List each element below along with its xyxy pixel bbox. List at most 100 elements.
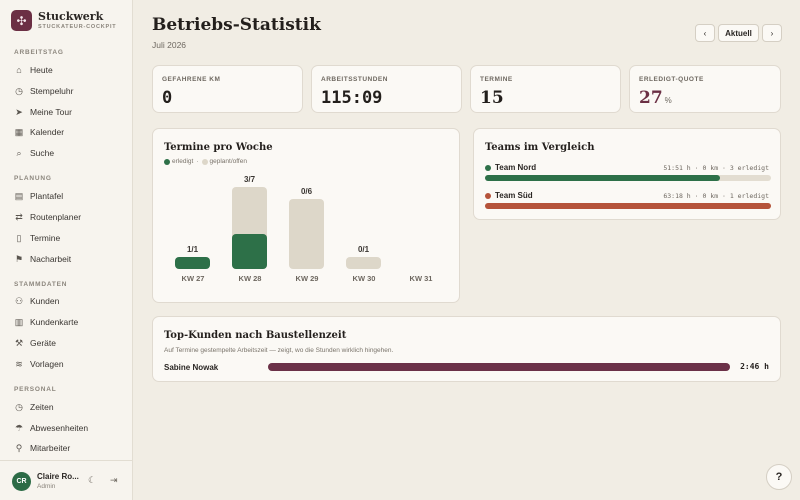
chart-legend: erledigt · geplant/offen (164, 158, 247, 165)
sidebar-item-meine-tour[interactable]: ➤ Meine Tour (14, 105, 72, 119)
legend-dot-done (164, 158, 170, 165)
customer-progress-fill (268, 363, 730, 371)
prev-month-button[interactable]: ‹ (695, 24, 715, 42)
bar-value-label: 1/1 (186, 245, 199, 255)
sidebar-item-label: Suche (30, 148, 55, 158)
moon-icon[interactable]: ☾ (88, 475, 97, 485)
stat-label: ARBEITSSTUNDEN (321, 76, 388, 83)
sidebar-item-label: Meine Tour (30, 107, 72, 117)
stat-card-quota: ERLEDIGT-QUOTE 27% (629, 65, 781, 113)
sidebar-item-nacharbeit[interactable]: ⚑ Nacharbeit (14, 252, 71, 266)
brand[interactable]: ✣ Stuckwerk STUCKATEUR-COCKPIT (11, 10, 116, 31)
sidebar-item-vorlagen[interactable]: ≋ Vorlagen (14, 357, 64, 371)
layers-icon: ≋ (15, 358, 23, 369)
sidebar-item-kalender[interactable]: ▦ Kalender (14, 125, 64, 139)
bar-category-label: KW 27 (181, 274, 205, 283)
team-name: Team Süd (485, 191, 533, 200)
top-customers-title: Top-Kunden nach Baustellenzeit (164, 330, 347, 341)
stat-label: GEFAHRENE KM (162, 76, 221, 83)
sidebar-item-termine[interactable]: ▯ Termine (14, 231, 61, 245)
team-meta: 63:18 h · 0 km · 1 erledigt (663, 192, 769, 200)
avatar[interactable]: CR (12, 472, 31, 491)
team-progress-track (485, 175, 771, 181)
chevron-left-icon: ‹ (703, 28, 707, 38)
sidebar-item-stempeluhr[interactable]: ◷ Stempeluhr (14, 84, 73, 98)
help-button[interactable]: ? (766, 464, 792, 490)
nav-section-planung: PLANUNG (14, 175, 52, 182)
bar-planned (175, 257, 210, 269)
clock-icon: ◷ (15, 401, 23, 412)
team-progress-track (485, 203, 771, 209)
bar-done (232, 233, 267, 269)
users-icon: ⚇ (14, 295, 24, 306)
flag-icon: ⚑ (14, 253, 24, 264)
bar-category-label: KW 28 (238, 274, 262, 283)
teams-card: Teams im Vergleich Team Nord 51:51 h · 0… (473, 128, 781, 220)
sidebar-item-kunden[interactable]: ⚇ Kunden (14, 294, 59, 308)
clock-icon: ◷ (15, 85, 23, 96)
sidebar: ✣ Stuckwerk STUCKATEUR-COCKPIT ARBEITSTA… (0, 0, 133, 500)
sidebar-item-kundenkarte[interactable]: ▥ Kundenkarte (14, 315, 78, 329)
customer-progress-track (268, 363, 730, 371)
logout-icon[interactable]: ⇥ (110, 475, 118, 485)
stat-label: ERLEDIGT-QUOTE (639, 76, 704, 83)
stat-card-hours: ARBEITSSTUNDEN 115:09 (311, 65, 462, 113)
legend-done: erledigt (172, 158, 194, 165)
home-icon: ⌂ (16, 65, 22, 75)
sidebar-item-zeiten[interactable]: ◷ Zeiten (14, 400, 54, 414)
stat-value: 0 (162, 88, 173, 108)
bar-planned (289, 198, 324, 269)
top-customers-card: Top-Kunden nach Baustellenzeit Auf Termi… (152, 316, 781, 382)
nav-section-stammdaten: STAMMDATEN (14, 281, 68, 288)
legend-separator: · (196, 158, 199, 165)
sidebar-item-mitarbeiter[interactable]: ⚲ Mitarbeiter (14, 441, 70, 455)
brand-subtitle: STUCKATEUR-COCKPIT (38, 23, 117, 30)
stat-label: TERMINE (480, 76, 513, 83)
hammer-icon: ⚒ (14, 337, 24, 348)
sidebar-item-plantafel[interactable]: ▤ Plantafel (14, 189, 63, 203)
bar-category-label: KW 31 (409, 274, 433, 283)
sidebar-item-label: Zeiten (30, 402, 54, 412)
stat-value: 15 (480, 88, 504, 108)
team-meta: 51:51 h · 0 km · 3 erledigt (663, 164, 769, 172)
stat-value: 115:09 (321, 88, 383, 108)
sidebar-item-heute[interactable]: ⌂ Heute (14, 63, 52, 77)
sidebar-item-label: Mitarbeiter (30, 443, 71, 453)
sidebar-item-label: Kundenkarte (30, 317, 79, 327)
teams-title: Teams im Vergleich (485, 142, 595, 153)
sidebar-item-label: Vorlagen (30, 359, 64, 369)
today-button[interactable]: Aktuell (718, 24, 759, 42)
calendar-icon: ▦ (14, 126, 24, 137)
team-name: Team Nord (485, 163, 536, 172)
clipboard-icon: ▯ (16, 232, 22, 243)
sidebar-item-abwesenheiten[interactable]: ☂ Abwesenheiten (14, 421, 88, 435)
sidebar-footer: CR Claire Ro... Admin ☾ ⇥ (0, 460, 133, 500)
route-icon: ⇄ (15, 211, 23, 222)
team-progress-fill (485, 203, 771, 209)
sidebar-item-geraete[interactable]: ⚒ Geräte (14, 336, 56, 350)
weekly-chart-card: Termine pro Woche erledigt · geplant/off… (152, 128, 460, 303)
sidebar-item-label: Routenplaner (30, 212, 82, 222)
map-icon: ▥ (14, 316, 24, 327)
chevron-right-icon: › (770, 28, 774, 38)
user-role: Admin (37, 483, 56, 490)
page-subtitle: Juli 2026 (152, 40, 187, 50)
sidebar-item-label: Nacharbeit (30, 254, 72, 264)
grid-icon: ▤ (14, 190, 24, 201)
user-icon: ⚲ (15, 442, 23, 453)
customer-name[interactable]: Sabine Nowak (164, 363, 219, 372)
sidebar-item-label: Stempeluhr (30, 86, 74, 96)
next-month-button[interactable]: › (762, 24, 782, 42)
bar-planned (346, 257, 381, 269)
sidebar-item-label: Kalender (30, 127, 65, 137)
sidebar-item-label: Termine (30, 233, 61, 243)
legend-planned: geplant/offen (209, 158, 247, 165)
customer-time: 2:46 h (740, 362, 769, 371)
bar-category-label: KW 30 (352, 274, 376, 283)
sidebar-item-routenplaner[interactable]: ⇄ Routenplaner (14, 210, 81, 224)
quota-number: 27 (639, 88, 663, 108)
sidebar-item-suche[interactable]: ⌕ Suche (14, 146, 54, 160)
stat-value: 27% (639, 88, 672, 108)
bar-category-label: KW 29 (295, 274, 319, 283)
team-dot (485, 164, 491, 171)
